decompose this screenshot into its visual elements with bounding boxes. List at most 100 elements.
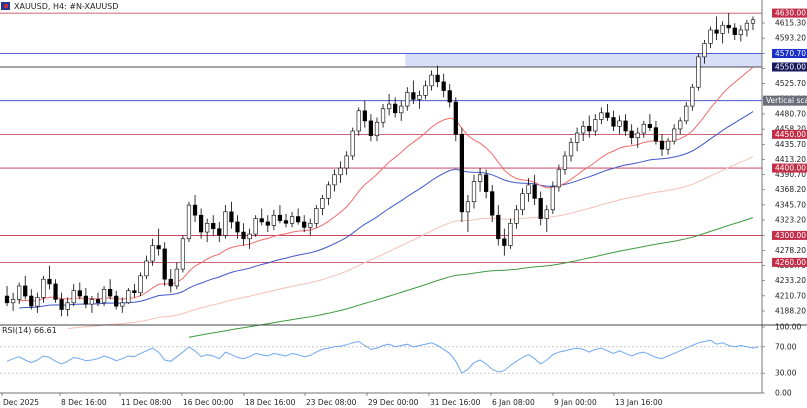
time-tick-label: 18 Dec 16:00 (245, 398, 296, 407)
candle (138, 272, 143, 297)
candle-body (587, 125, 592, 132)
candle (156, 228, 161, 256)
candle (35, 292, 40, 313)
candle (459, 127, 464, 222)
candle (17, 282, 22, 305)
rsi-panel: 100.00 70.00 30.00 0.00 (0, 323, 807, 398)
candle (289, 211, 295, 228)
candle-body (532, 184, 537, 199)
candle-body (101, 289, 107, 304)
candle (738, 25, 743, 42)
candle-body (108, 289, 113, 297)
candle-body (138, 275, 143, 293)
candle-body (59, 299, 64, 310)
candle-body (89, 299, 95, 305)
candle (623, 114, 628, 136)
rsi-tick-label: 0.00 (775, 389, 792, 398)
candle (23, 275, 28, 300)
candle-body (623, 120, 628, 132)
candle-body (526, 184, 531, 194)
candle (47, 265, 52, 290)
candle-body (490, 191, 495, 216)
candle (144, 255, 149, 280)
candle (496, 205, 501, 246)
candle-body (314, 208, 319, 224)
candle-body (477, 174, 483, 182)
candle-body (581, 125, 586, 134)
candle (520, 188, 525, 216)
candle-body (217, 228, 222, 236)
candle (720, 21, 725, 44)
candle (283, 213, 289, 228)
candle (101, 285, 107, 307)
candle (435, 65, 440, 88)
candle-body (223, 211, 228, 236)
candle-body (296, 216, 301, 223)
candle (162, 242, 167, 286)
candle-body (259, 218, 264, 223)
level-tag-bg (772, 49, 807, 59)
candle-body (429, 74, 434, 87)
candle (587, 115, 592, 138)
candle (532, 174, 537, 206)
candle-body (562, 155, 568, 170)
candle-body (678, 120, 683, 130)
candle-body (23, 285, 28, 297)
candle (10, 292, 16, 311)
candle (599, 107, 604, 125)
price-tick-label: 4210.70 (775, 291, 806, 300)
candle (296, 208, 301, 225)
candle-body (435, 74, 440, 83)
candle (332, 169, 337, 192)
moving-averages (19, 66, 754, 338)
time-tick-label: 29 Dec 00:00 (368, 398, 419, 407)
candle (302, 215, 307, 233)
level-tag-4570.70: 4570.70 (772, 49, 807, 59)
time-tick-label: 9 Jan 00:00 (554, 398, 597, 407)
candle-body (241, 231, 246, 240)
candle (696, 53, 701, 91)
candle-body (508, 222, 513, 246)
ema-mid-line (19, 111, 754, 309)
candle-body (114, 295, 119, 307)
rsi-tick-label: 70.00 (775, 342, 797, 351)
candle (714, 16, 719, 41)
candle-body (17, 285, 22, 300)
candle-body (732, 27, 737, 35)
candle-body (484, 174, 489, 192)
candle-body (168, 278, 173, 287)
candle-body (65, 302, 70, 310)
candle-body (174, 268, 179, 287)
time-tick-label: 8 Dec 16:00 (61, 398, 107, 407)
candle-body (186, 204, 192, 240)
candle-body (459, 134, 464, 213)
candle (568, 137, 574, 162)
candle (678, 117, 683, 135)
horizontal-levels (0, 12, 762, 263)
candle-body (283, 220, 289, 224)
candle (314, 205, 319, 228)
price-tick-label: 4413.20 (775, 155, 806, 164)
candle-body (702, 43, 707, 58)
candle-body (599, 112, 604, 120)
candle (132, 283, 137, 298)
candle-body (77, 290, 82, 297)
candle-body (211, 222, 216, 229)
candle (186, 201, 192, 243)
level-tag-bg (772, 163, 807, 173)
candle-body (665, 140, 671, 150)
candle (253, 215, 258, 237)
level-tag-label: 4550.00 (775, 63, 806, 72)
candle-body (53, 283, 58, 300)
candle-body (544, 209, 549, 219)
candle-body (156, 245, 161, 250)
level-tag-4450.00: 4450.00 (772, 129, 807, 139)
candle (120, 297, 125, 313)
candle (635, 127, 640, 148)
candle (641, 120, 646, 138)
candle (229, 201, 234, 229)
candle-body (714, 29, 719, 34)
candle (350, 127, 355, 160)
candle-body (162, 248, 167, 280)
